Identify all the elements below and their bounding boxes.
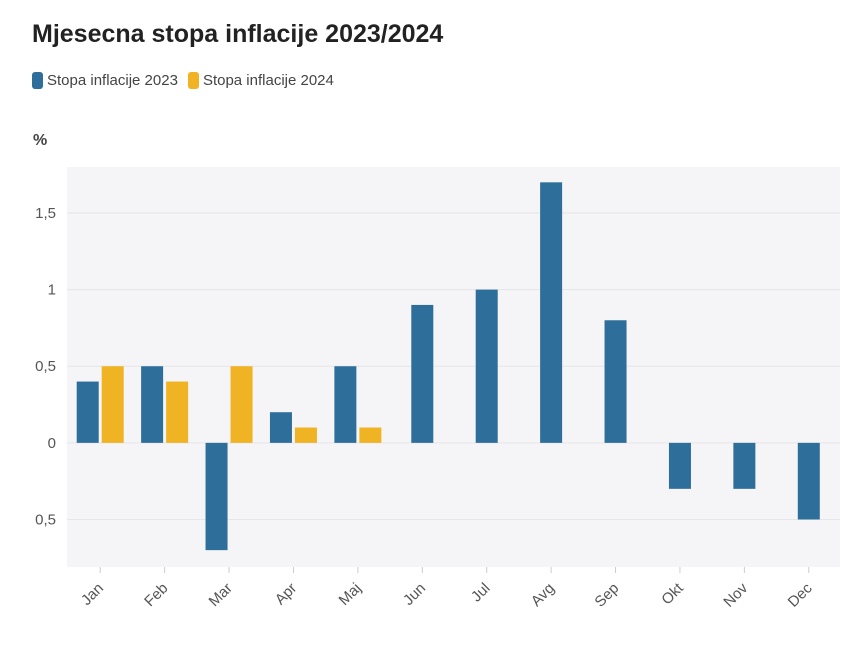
x-tick-label: Jan (78, 580, 107, 609)
x-tick-label: Mar (206, 580, 236, 610)
bar-2023-mar (205, 442, 228, 551)
y-tick-label: 1,5 (35, 205, 56, 222)
x-tick-label: Okt (658, 579, 687, 608)
y-tick-label: 0 (48, 435, 56, 452)
bar-2023-jan (76, 381, 99, 443)
bar-2023-okt (668, 442, 691, 489)
bar-2023-jul (475, 289, 498, 443)
legend-label-2023: Stopa inflacije 2023 (47, 72, 178, 89)
legend-swatch-2023 (32, 72, 43, 89)
bar-2024-feb (166, 381, 189, 443)
x-tick-label: Feb (141, 580, 171, 610)
bar-2023-sep (604, 320, 627, 443)
x-tick-label: Apr (272, 580, 301, 609)
legend-swatch-2024 (187, 72, 199, 89)
bar-2023-feb (141, 366, 164, 443)
plot-area (67, 167, 840, 567)
legend-label-2024: Stopa inflacije 2024 (202, 72, 334, 89)
bar-2023-dec (797, 442, 820, 520)
x-tick-label: Jul (468, 580, 494, 606)
legend: Stopa inflacije 2023 Stopa inflacije 202… (32, 72, 334, 89)
y-tick-label: 0,5 (35, 511, 56, 528)
y-axis-label: % (33, 132, 47, 149)
bar-2023-apr (269, 412, 292, 443)
x-tick-label: Sep (591, 580, 622, 611)
x-tick-label: Jun (400, 580, 429, 609)
bar-2024-maj (359, 427, 382, 443)
legend-item-2024[interactable]: Stopa inflacije 2024 (187, 72, 334, 89)
bar-2023-maj (334, 366, 357, 443)
x-tick-label: Maj (336, 580, 365, 609)
legend-item-2023[interactable]: Stopa inflacije 2023 (32, 72, 178, 89)
y-tick-label: 0,5 (35, 358, 56, 375)
bar-2023-jun (411, 304, 434, 443)
bar-2024-jan (101, 366, 124, 443)
bar-2023-nov (733, 442, 756, 489)
bar-2023-avg (540, 182, 563, 443)
x-tick-label: Avg (528, 580, 558, 610)
chart-title: Mjesecna stopa inflacije 2023/2024 (32, 20, 444, 48)
bar-2024-mar (230, 366, 253, 443)
bar-2024-apr (294, 427, 317, 443)
x-tick-label: Nov (720, 579, 751, 610)
y-tick-label: 1 (48, 282, 56, 299)
x-tick-label: Dec (785, 579, 816, 610)
